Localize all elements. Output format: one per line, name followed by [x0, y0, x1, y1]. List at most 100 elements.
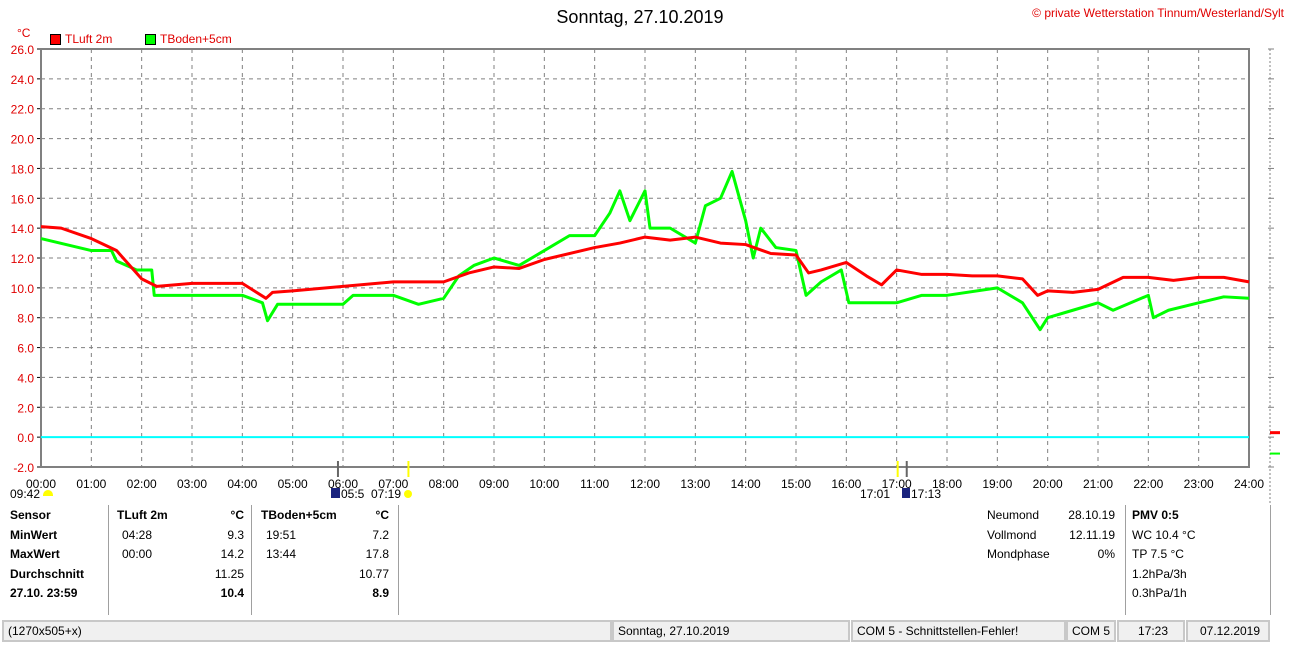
x-tick-label: 12:00 [630, 477, 660, 491]
sensor-column-tboden: TBoden+5cm °C 19:51 7.2 13:44 17.8 10.77 8.… [261, 508, 389, 606]
label-min: MinWert [10, 527, 58, 542]
x-tick-label: 18:00 [932, 477, 962, 491]
legend-label: TBoden+5cm [160, 32, 232, 46]
series-line-tluft-2m [40, 225, 1250, 300]
moonrise-icon [331, 488, 340, 498]
copyright-text: © private Wetterstation Tinnum/Westerlan… [1032, 6, 1284, 20]
legend-label: TLuft 2m [65, 32, 113, 46]
y-tick-label: 8.0 [17, 312, 34, 326]
current-value: 8.9 [372, 586, 389, 600]
legend-tluft[interactable]: TLuft 2m [50, 32, 112, 46]
moon-info: Neumond 28.10.19 Vollmond 12.11.19 Mondpha… [987, 508, 1115, 567]
x-tick-label: 04:00 [227, 477, 257, 491]
x-tick-label: 20:00 [1033, 477, 1063, 491]
x-tick-label: 00:00 [26, 477, 56, 491]
x-tick-label: 17:00 [882, 477, 912, 491]
y-tick-label: 20.0 [11, 133, 35, 147]
y-tick-label: 26.0 [11, 43, 35, 57]
legend-swatch [50, 33, 61, 45]
min-value: 9.3 [227, 527, 244, 542]
legend-swatch [145, 33, 156, 45]
x-tick-label: 11:00 [580, 477, 609, 491]
sensor-name: TLuft 2m [117, 508, 168, 522]
y-unit: °C [17, 26, 31, 40]
moon-value: 28.10.19 [1068, 508, 1115, 522]
max-time: 13:44 [266, 547, 297, 561]
max-time: 00:00 [122, 547, 153, 561]
x-tick-label: 14:00 [731, 477, 761, 491]
moon-label: Neumond [987, 508, 1040, 522]
x-tick-label: 01:00 [76, 477, 106, 491]
y-tick-label: 18.0 [11, 162, 35, 176]
label-avg: Durchschnitt [10, 566, 85, 581]
x-tick-label: 07:00 [378, 477, 408, 491]
pressure-3h: 1.2hPa/3h [1132, 566, 1187, 581]
status-error: COM 5 - Schnittstellen-Fehler! [851, 620, 1066, 642]
avg-value: 11.25 [214, 566, 244, 581]
moonset-icon [902, 488, 910, 498]
sensor-unit: °C [230, 508, 244, 522]
x-tick-label: 16:00 [831, 477, 861, 491]
x-tick-label: 03:00 [177, 477, 207, 491]
row-labels: Sensor MinWert MaxWert Durchschnitt 27.1… [10, 508, 84, 606]
x-tick-label: 15:00 [781, 477, 811, 491]
sun-icon [43, 490, 53, 496]
x-tick-label: 22:00 [1133, 477, 1163, 491]
legend-tboden[interactable]: TBoden+5cm [145, 32, 232, 46]
status-time: 17:23 [1117, 620, 1185, 642]
y-tick-label: 6.0 [17, 342, 34, 356]
x-tick-label: 08:00 [429, 477, 459, 491]
current-value: 10.4 [220, 586, 244, 600]
y-tick-label: 4.0 [17, 371, 34, 385]
windchill-value: WC 10.4 °C [1132, 527, 1196, 542]
sunrise-icon [404, 490, 412, 498]
pressure-1h: 0.3hPa/1h [1132, 586, 1187, 600]
dewpoint-value: TP 7.5 °C [1132, 547, 1184, 561]
moon-label: Mondphase [987, 547, 1050, 561]
min-value: 7.2 [372, 527, 389, 542]
max-value: 14.2 [220, 547, 244, 561]
moonrise-time: 05:5 [341, 487, 365, 501]
x-tick-label: 23:00 [1184, 477, 1214, 491]
status-size: (1270x505+x) [2, 620, 612, 642]
sensor-column-tluft: TLuft 2m °C 04:28 9.3 00:00 14.2 11.25 10.4 [117, 508, 244, 606]
chart-title: Sonntag, 27.10.2019 [556, 7, 724, 27]
status-today: 07.12.2019 [1186, 620, 1270, 642]
label-current: 27.10. 23:59 [10, 586, 78, 600]
y-tick-label: 12.0 [11, 252, 35, 266]
y-tick-label: -2.0 [13, 461, 34, 475]
min-time: 19:51 [266, 527, 297, 542]
pmv-value: PMV 0:5 [1132, 508, 1179, 522]
moon-label: Vollmond [987, 527, 1037, 542]
x-tick-label: 06:00 [328, 477, 358, 491]
x-tick-label: 13:00 [680, 477, 710, 491]
y-tick-label: 10.0 [11, 282, 35, 296]
y-tick-label: 24.0 [11, 73, 35, 87]
label-max: MaxWert [10, 547, 60, 561]
y-tick-label: 0.0 [17, 431, 34, 445]
x-tick-label: 24:00 [1234, 477, 1264, 491]
series-line-tboden-5cm [40, 169, 1250, 332]
x-tick-label: 21:00 [1083, 477, 1113, 491]
status-date: Sonntag, 27.10.2019 [612, 620, 850, 642]
y-tick-label: 16.0 [11, 192, 35, 206]
y-tick-label: 14.0 [11, 222, 35, 236]
extra-info: PMV 0:5 WC 10.4 °C TP 7.5 °C 1.2hPa/3h 0… [1132, 508, 1195, 606]
x-tick-label: 02:00 [127, 477, 157, 491]
avg-value: 10.77 [358, 566, 389, 581]
sunrise-time: 07:19 [371, 487, 402, 501]
x-tick-label: 09:00 [479, 477, 509, 491]
temperature-chart[interactable]: -2.0 0.0 2.0 4.0 6.0 8.0 10.0 12.0 14.0 16.0 18.0 2… [0, 0, 1310, 505]
status-port: COM 5 [1066, 620, 1116, 642]
plot-frame [40, 48, 1250, 468]
y-tick-label: 22.0 [11, 103, 35, 117]
sunset-time: 17:01 [860, 487, 891, 501]
x-tick-label: 19:00 [982, 477, 1012, 491]
moon-value: 12.11.19 [1069, 527, 1115, 542]
max-value: 17.8 [365, 547, 389, 561]
x-tick-label: 05:00 [278, 477, 308, 491]
sun-time: 09:42 [10, 487, 41, 501]
label-sensor: Sensor [10, 508, 51, 522]
min-time: 04:28 [122, 527, 153, 542]
y-tick-label: 2.0 [17, 401, 34, 415]
